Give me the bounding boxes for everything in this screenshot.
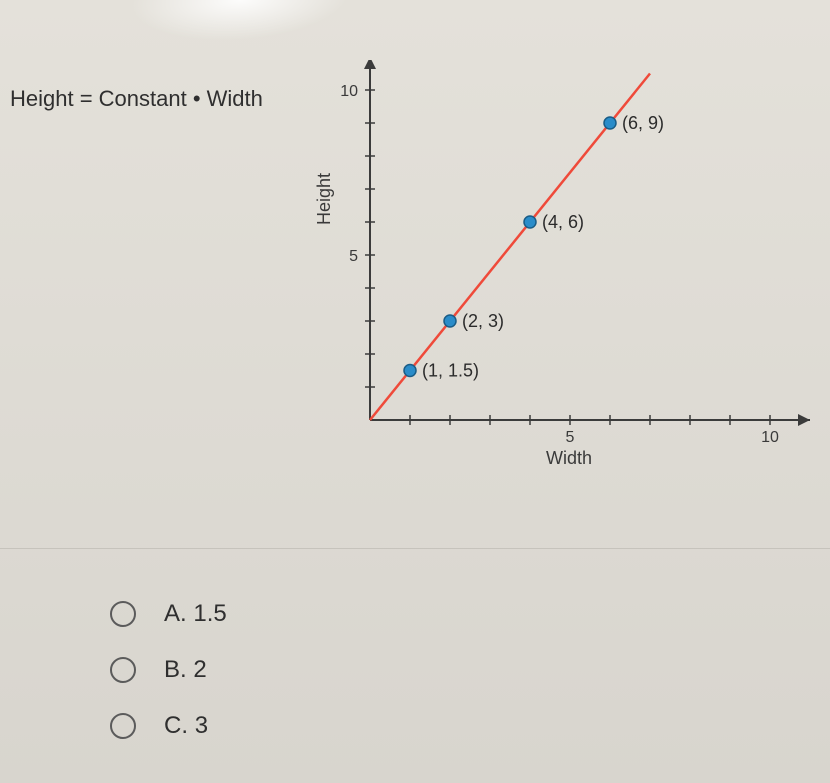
chart-container: 510510(1, 1.5)(2, 3)(4, 6)(6, 9) Height … xyxy=(300,60,810,480)
svg-text:(6, 9): (6, 9) xyxy=(622,113,664,133)
answer-option-c[interactable]: C. 3 xyxy=(110,712,227,740)
svg-text:5: 5 xyxy=(349,248,358,265)
svg-text:5: 5 xyxy=(566,429,575,446)
answer-option-a[interactable]: A. 1.5 xyxy=(110,600,227,628)
answer-label: B. 2 xyxy=(164,656,207,684)
answer-option-b[interactable]: B. 2 xyxy=(110,656,227,684)
y-axis-label: Height xyxy=(314,173,335,225)
answer-label: C. 3 xyxy=(164,712,208,740)
radio-icon xyxy=(110,657,136,683)
svg-text:(4, 6): (4, 6) xyxy=(542,212,584,232)
svg-text:10: 10 xyxy=(761,429,779,446)
scatter-chart: 5 10 5 10 (1, 1.5) (2, 3) (4, 6) (6, 9) xyxy=(300,60,810,480)
photo-glare xyxy=(127,0,352,48)
svg-text:10: 10 xyxy=(340,83,358,100)
page-root: { "formula": "Height = Constant • Width"… xyxy=(0,0,830,783)
svg-text:(1, 1.5): (1, 1.5) xyxy=(422,361,479,381)
answer-list: A. 1.5 B. 2 C. 3 xyxy=(110,600,227,768)
formula-text: Height = Constant • Width xyxy=(10,86,263,112)
radio-icon xyxy=(110,713,136,739)
answer-label: A. 1.5 xyxy=(164,600,227,628)
x-axis-label: Width xyxy=(546,448,592,469)
section-divider xyxy=(0,548,830,549)
radio-icon xyxy=(110,601,136,627)
svg-text:(2, 3): (2, 3) xyxy=(462,311,504,331)
